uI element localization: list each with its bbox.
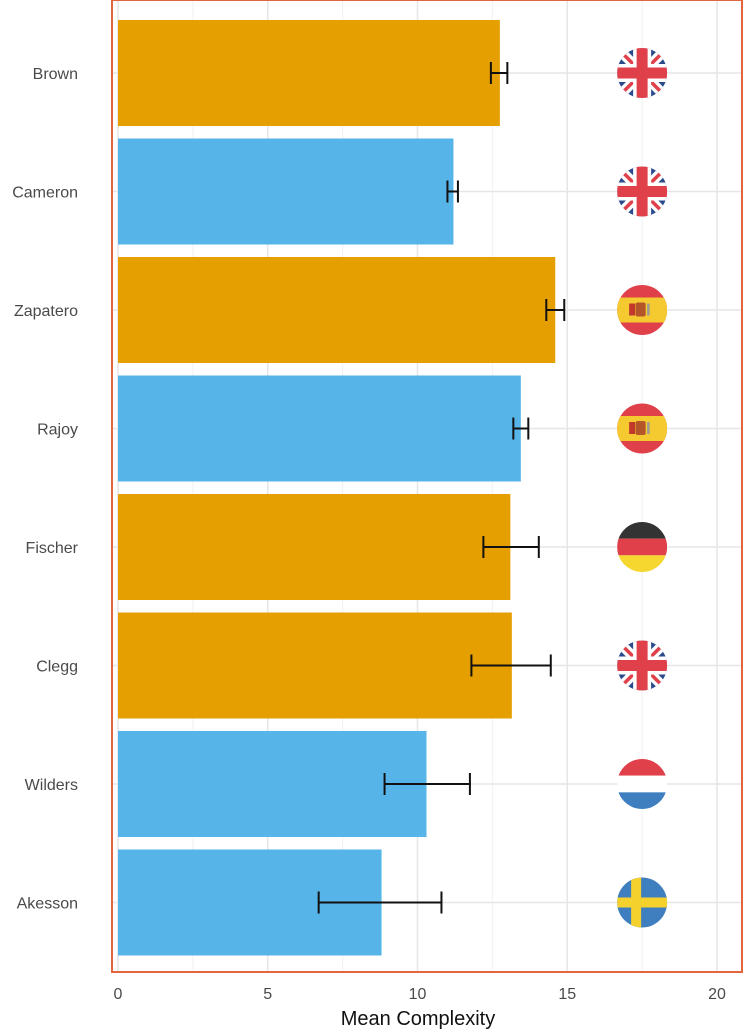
error-bar-zapatero (545, 299, 566, 321)
flags (617, 48, 668, 928)
category-labels: Brown Cameron Zapatero Rajoy Fischer Clegg Wil… (12, 66, 78, 913)
bar-zapatero (118, 257, 556, 363)
category-label: Zapatero (14, 303, 78, 320)
x-tick-label: 0 (114, 986, 123, 1003)
x-tick-label: 20 (708, 986, 726, 1003)
error-bar-brown (489, 62, 509, 84)
category-label: Rajoy (37, 422, 78, 439)
error-bars (317, 62, 566, 914)
sweden-flag-icon (617, 877, 668, 928)
category-label: Akesson (17, 896, 78, 913)
spain-flag-icon (617, 403, 668, 454)
uk-flag-icon (617, 640, 668, 691)
netherlands-flag-icon (617, 759, 668, 809)
bar-rajoy (118, 375, 521, 482)
panel-frame (111, 0, 743, 973)
category-label: Cameron (12, 185, 78, 202)
error-bar-fischer (482, 536, 540, 558)
x-tick-labels: 0 5 10 15 20 (114, 986, 726, 1003)
bar-clegg (118, 612, 512, 719)
bar-brown (118, 20, 500, 126)
germany-flag-icon (617, 522, 668, 572)
bars (118, 20, 556, 956)
uk-flag-icon (617, 166, 668, 217)
error-bar-rajoy (512, 417, 530, 440)
spain-flag-icon (617, 285, 668, 335)
uk-flag-icon (617, 48, 668, 98)
bar-wilders (118, 731, 427, 837)
x-axis-title: Mean Complexity (341, 1008, 496, 1030)
category-label: Wilders (25, 777, 78, 794)
x-tick-label: 15 (558, 986, 576, 1003)
category-label: Fischer (26, 540, 79, 557)
x-tick-label: 10 (409, 986, 427, 1003)
error-bar-cameron (446, 180, 459, 203)
bar-cameron (118, 138, 454, 245)
error-bar-akesson (317, 891, 443, 914)
category-label: Brown (33, 66, 78, 83)
error-bar-clegg (470, 654, 552, 677)
error-bar-wilders (383, 773, 471, 795)
x-tick-label: 5 (263, 986, 272, 1003)
bar-fischer (118, 494, 511, 600)
category-label: Clegg (36, 659, 78, 676)
